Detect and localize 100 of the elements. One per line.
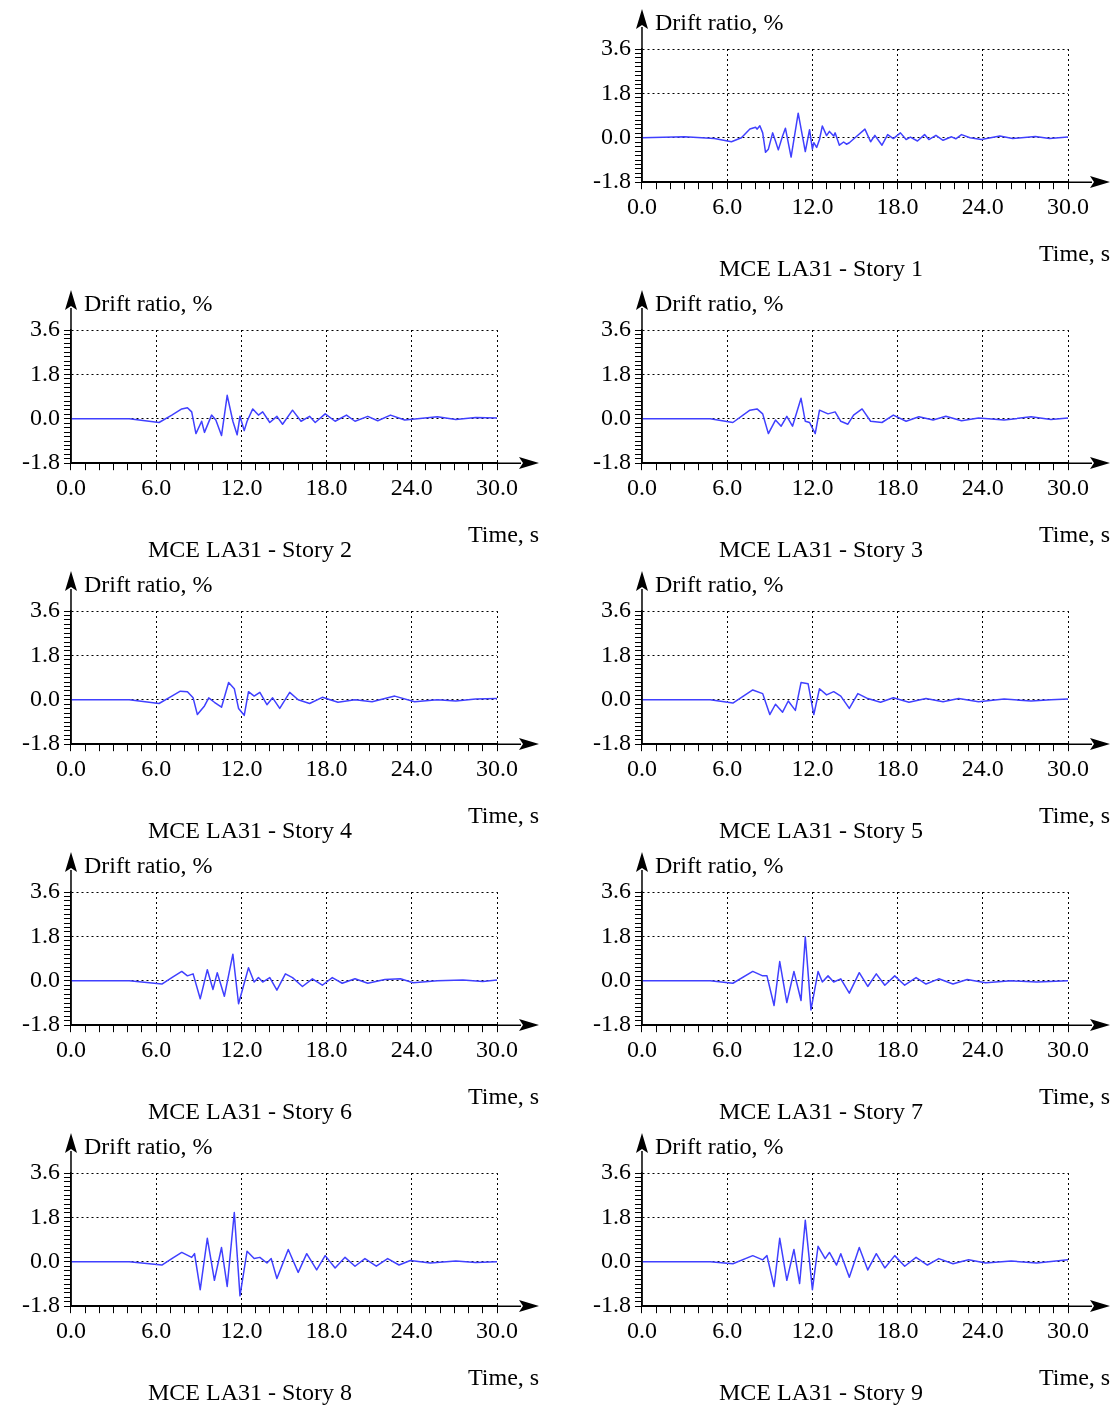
x-tick-label: 0.0 (55, 1035, 86, 1062)
y-tick-label: 1.8 (600, 359, 631, 386)
x-axis-title: Time, s (468, 1364, 540, 1391)
y-tick-label: 0.0 (29, 1247, 60, 1274)
x-tick-label: 24.0 (961, 1035, 1004, 1062)
y-tick-label: 3.6 (600, 34, 631, 61)
text: MCE LA31 - Story 1 (718, 255, 923, 282)
x-tick-label: 18.0 (876, 1035, 919, 1062)
y-tick-label: 3.6 (29, 1158, 60, 1185)
y-tick-label: -1.8 (21, 1010, 60, 1037)
y-axis-title: Drift ratio, % (83, 571, 213, 597)
x-tick-label: 6.0 (141, 473, 172, 500)
x-tick-label: 12.0 (791, 1316, 834, 1343)
y-tick-label: -1.8 (592, 448, 631, 475)
x-tick-label: 6.0 (141, 754, 172, 781)
x-tick-label: 18.0 (876, 1316, 919, 1343)
x-tick-label: 0.0 (626, 473, 657, 500)
x-tick-label: 18.0 (876, 473, 919, 500)
x-tick-label: 24.0 (961, 754, 1004, 781)
y-tick-label: 1.8 (29, 359, 60, 386)
y-tick-label: 0.0 (600, 404, 631, 431)
x-tick-label: 12.0 (791, 1035, 834, 1062)
x-tick-label: 0.0 (626, 1035, 657, 1062)
x-tick-label: 24.0 (961, 192, 1004, 219)
y-tick-label: 1.8 (600, 921, 631, 948)
y-axis-title: Drift ratio, % (654, 290, 784, 316)
x-tick-label: 30.0 (476, 473, 518, 500)
x-axis-title: Time, s (1039, 240, 1111, 267)
y-tick-label: 0.0 (600, 123, 631, 150)
y-tick-label: 1.8 (29, 1202, 60, 1229)
text: MCE LA31 - Story 5 (718, 817, 923, 844)
x-axis-title: Time, s (1039, 1083, 1111, 1110)
x-tick-label: 12.0 (791, 473, 834, 500)
text: MCE LA31 - Story 2 (147, 536, 352, 563)
y-tick-label: -1.8 (592, 167, 631, 194)
x-tick-label: 24.0 (961, 473, 1004, 500)
x-tick-label: 18.0 (305, 473, 348, 500)
y-tick-label: 3.6 (29, 596, 60, 623)
y-tick-label: 0.0 (29, 685, 60, 712)
y-tick-label: -1.8 (592, 1291, 631, 1318)
text: MCE LA31 - Story 6 (147, 1098, 352, 1125)
x-tick-label: 30.0 (476, 1316, 518, 1343)
y-tick-label: -1.8 (21, 448, 60, 475)
y-axis-title: Drift ratio, % (83, 290, 213, 316)
x-tick-label: 0.0 (626, 192, 657, 219)
y-tick-label: -1.8 (592, 1010, 631, 1037)
x-tick-label: 0.0 (626, 1316, 657, 1343)
y-axis-title: Drift ratio, % (654, 852, 784, 878)
x-tick-label: 24.0 (390, 1316, 433, 1343)
x-tick-label: 30.0 (1047, 473, 1089, 500)
y-tick-label: 0.0 (600, 685, 631, 712)
x-tick-label: 18.0 (876, 754, 919, 781)
x-tick-label: 18.0 (876, 192, 919, 219)
y-axis-title: Drift ratio, % (83, 1133, 213, 1159)
y-tick-label: 3.6 (600, 596, 631, 623)
y-tick-label: -1.8 (21, 1291, 60, 1318)
x-tick-label: 18.0 (305, 1035, 348, 1062)
x-tick-label: 6.0 (712, 1316, 743, 1343)
y-tick-label: 3.6 (29, 315, 60, 342)
x-axis-title: Time, s (1039, 802, 1111, 829)
x-tick-label: 24.0 (961, 1316, 1004, 1343)
x-tick-label: 30.0 (1047, 1316, 1089, 1343)
x-tick-label: 0.0 (55, 1316, 86, 1343)
x-tick-label: 30.0 (1047, 1035, 1089, 1062)
x-tick-label: 12.0 (220, 1316, 263, 1343)
x-axis-title: Time, s (1039, 1364, 1111, 1391)
y-tick-label: 1.8 (600, 78, 631, 105)
x-axis-title: Time, s (1039, 521, 1111, 548)
x-tick-label: 12.0 (220, 754, 263, 781)
x-tick-label: 6.0 (141, 1035, 172, 1062)
x-tick-label: 6.0 (712, 1035, 743, 1062)
x-axis-title: Time, s (468, 1083, 540, 1110)
y-tick-label: 0.0 (600, 1247, 631, 1274)
text: MCE LA31 - Story 4 (147, 817, 352, 844)
y-tick-label: -1.8 (21, 729, 60, 756)
x-tick-label: 30.0 (1047, 192, 1089, 219)
y-tick-label: 3.6 (600, 315, 631, 342)
y-tick-label: 0.0 (600, 966, 631, 993)
x-tick-label: 6.0 (141, 1316, 172, 1343)
x-tick-label: 30.0 (476, 754, 518, 781)
x-tick-label: 12.0 (220, 473, 263, 500)
x-tick-label: 18.0 (305, 1316, 348, 1343)
y-axis-title: Drift ratio, % (654, 571, 784, 597)
x-tick-label: 24.0 (390, 754, 433, 781)
y-axis-title: Drift ratio, % (83, 852, 213, 878)
x-axis-title: Time, s (468, 521, 540, 548)
x-tick-label: 6.0 (712, 192, 743, 219)
y-tick-label: 3.6 (29, 877, 60, 904)
x-tick-label: 0.0 (626, 754, 657, 781)
x-tick-label: 6.0 (712, 754, 743, 781)
x-tick-label: 12.0 (791, 192, 834, 219)
y-tick-label: 1.8 (600, 1202, 631, 1229)
text: MCE LA31 - Story 8 (147, 1379, 352, 1406)
y-tick-label: -1.8 (592, 729, 631, 756)
text: MCE LA31 - Story 7 (718, 1098, 923, 1125)
x-tick-label: 6.0 (712, 473, 743, 500)
y-tick-label: 3.6 (600, 1158, 631, 1185)
y-tick-label: 3.6 (600, 877, 631, 904)
y-tick-label: 0.0 (29, 966, 60, 993)
y-axis-title: Drift ratio, % (654, 9, 784, 35)
